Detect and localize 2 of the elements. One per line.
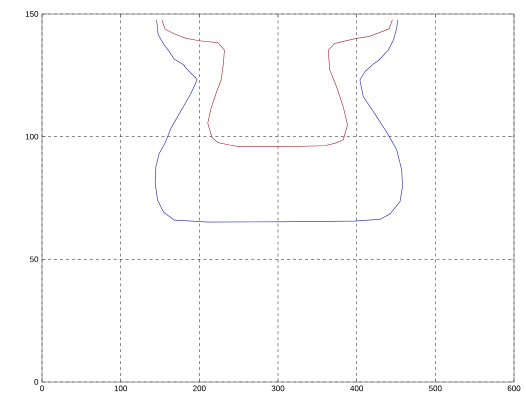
line-series — [162, 20, 393, 148]
line-series — [154, 20, 403, 222]
